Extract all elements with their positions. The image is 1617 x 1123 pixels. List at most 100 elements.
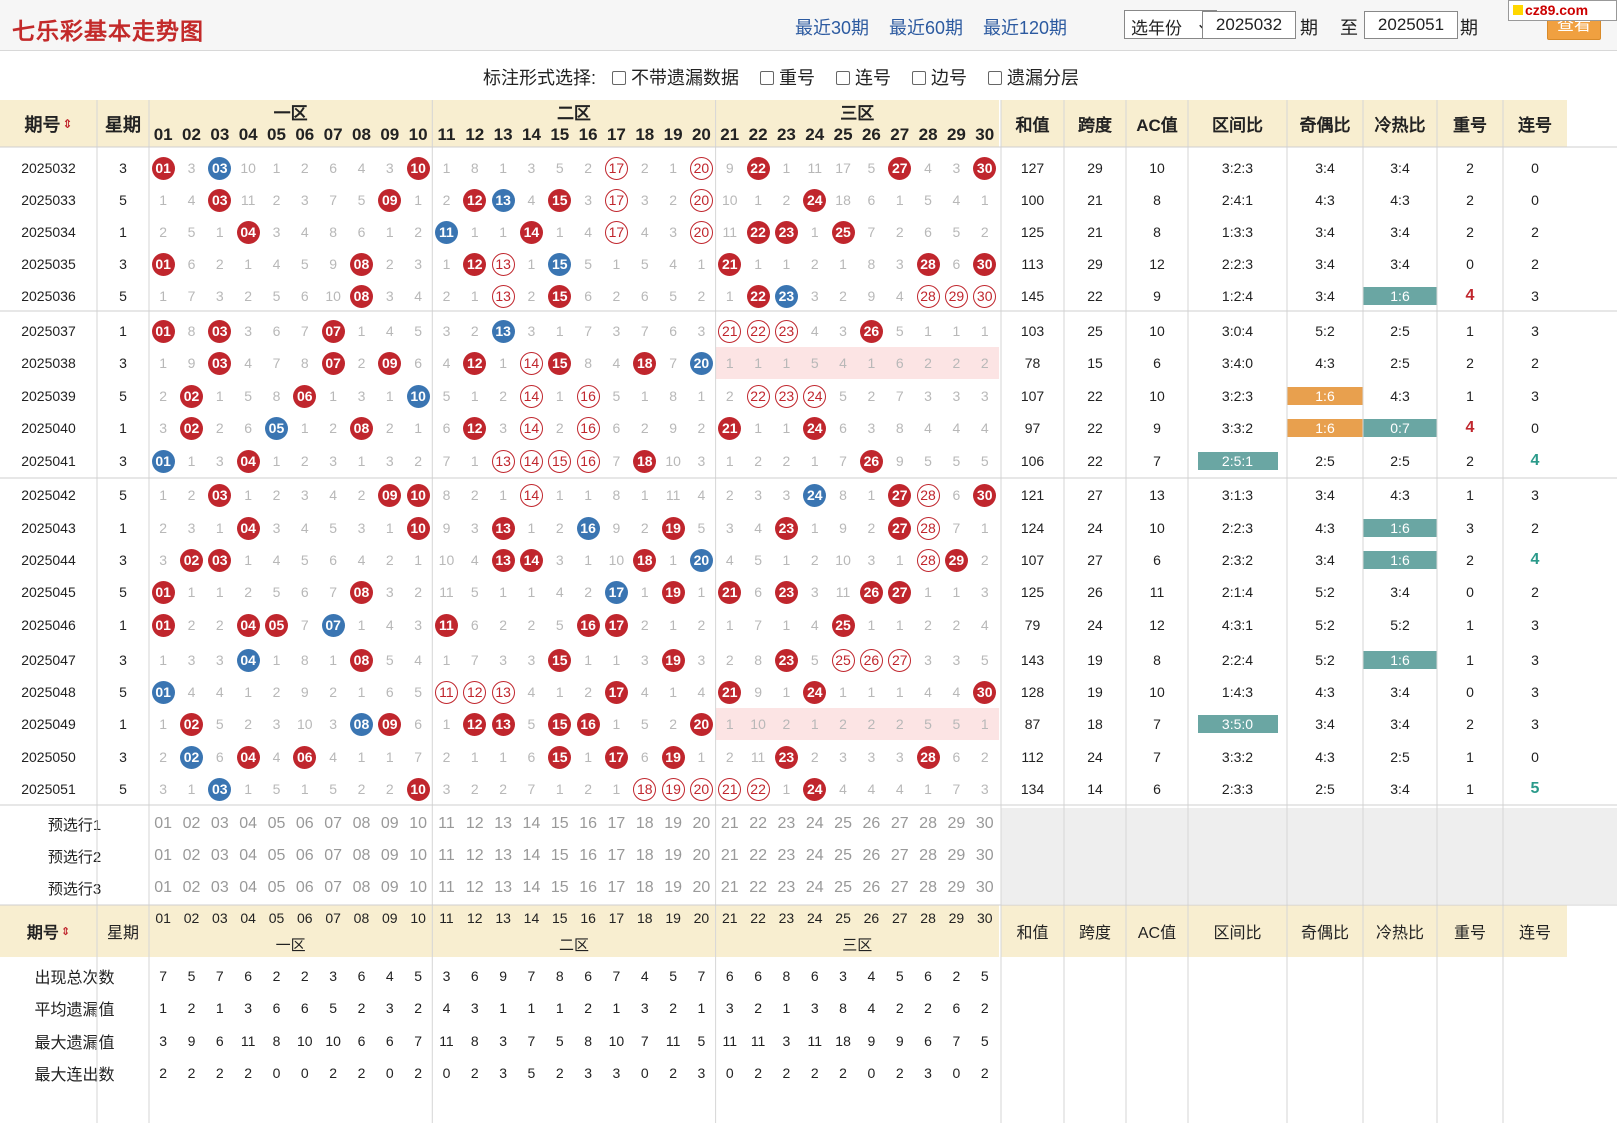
preselect-number[interactable]: 14 xyxy=(522,847,541,864)
preselect-number[interactable]: 24 xyxy=(805,847,824,864)
preselect-number[interactable]: 16 xyxy=(579,879,597,896)
preselect-number[interactable]: 06 xyxy=(295,815,314,832)
recent-60-link[interactable]: 最近60期 xyxy=(889,18,964,38)
preselect-number[interactable]: 22 xyxy=(749,847,767,864)
preselect-number[interactable]: 25 xyxy=(834,879,852,896)
preselect-number[interactable]: 29 xyxy=(947,847,966,864)
preselect-number[interactable]: 01 xyxy=(154,879,173,896)
preselect-number[interactable]: 23 xyxy=(777,847,796,864)
preselect-number[interactable]: 13 xyxy=(494,879,513,896)
preselect-number[interactable]: 14 xyxy=(522,815,541,832)
checkbox-no-miss[interactable]: 不带遗漏数据 xyxy=(612,64,739,90)
preselect-number[interactable]: 22 xyxy=(749,815,767,832)
preselect-number[interactable]: 15 xyxy=(550,879,569,896)
preselect-number[interactable]: 16 xyxy=(579,847,597,864)
checkbox-icon[interactable] xyxy=(612,71,626,85)
preselect-number[interactable]: 05 xyxy=(267,847,286,864)
preselect-number[interactable]: 18 xyxy=(635,815,654,832)
checkbox-edge[interactable]: 边号 xyxy=(912,64,967,90)
preselect-number[interactable]: 08 xyxy=(352,815,371,832)
preselect-number[interactable]: 17 xyxy=(607,815,626,832)
preselect-number[interactable]: 01 xyxy=(154,815,173,832)
preselect-number[interactable]: 26 xyxy=(862,847,881,864)
preselect-number[interactable]: 29 xyxy=(947,815,966,832)
preselect-number[interactable]: 06 xyxy=(295,879,314,896)
year-select[interactable]: 选年份⌄ xyxy=(1124,10,1217,39)
preselect-number[interactable]: 02 xyxy=(182,847,201,864)
preselect-number[interactable]: 05 xyxy=(267,815,286,832)
preselect-number[interactable]: 09 xyxy=(380,847,399,864)
preselect-number[interactable]: 12 xyxy=(465,815,484,832)
preselect-number[interactable]: 11 xyxy=(438,847,455,864)
preselect-number[interactable]: 15 xyxy=(550,847,569,864)
checkbox-repeat[interactable]: 重号 xyxy=(760,64,815,90)
checkbox-icon[interactable] xyxy=(760,71,774,85)
recent-30-link[interactable]: 最近30期 xyxy=(795,18,870,38)
checkbox-consecutive[interactable]: 连号 xyxy=(836,64,891,90)
preselect-number[interactable]: 13 xyxy=(494,847,513,864)
preselect-number[interactable]: 02 xyxy=(182,879,201,896)
preselect-number[interactable]: 27 xyxy=(890,879,909,896)
preselect-number[interactable]: 11 xyxy=(438,815,455,832)
preselect-number[interactable]: 07 xyxy=(324,847,343,864)
preselect-number[interactable]: 28 xyxy=(919,815,937,832)
sort-icon[interactable]: ⇕ xyxy=(60,925,71,938)
preselect-number[interactable]: 09 xyxy=(380,815,399,832)
preselect-number[interactable]: 25 xyxy=(834,847,852,864)
preselect-number[interactable]: 03 xyxy=(210,847,229,864)
preselect-number[interactable]: 28 xyxy=(919,847,937,864)
preselect-number[interactable]: 16 xyxy=(579,815,597,832)
preselect-number[interactable]: 30 xyxy=(975,847,994,864)
preselect-number[interactable]: 08 xyxy=(352,879,371,896)
preselect-number[interactable]: 19 xyxy=(664,879,682,896)
preselect-number[interactable]: 27 xyxy=(890,847,909,864)
preselect-number[interactable]: 03 xyxy=(210,879,229,896)
preselect-number[interactable]: 28 xyxy=(919,879,937,896)
preselect-number[interactable]: 26 xyxy=(862,879,881,896)
preselect-number[interactable]: 12 xyxy=(465,879,484,896)
preselect-number[interactable]: 21 xyxy=(720,847,739,864)
preselect-number[interactable]: 05 xyxy=(267,879,286,896)
preselect-number[interactable]: 07 xyxy=(324,815,343,832)
sort-icon[interactable]: ⇕ xyxy=(62,116,73,131)
preselect-number[interactable]: 30 xyxy=(975,815,994,832)
preselect-number[interactable]: 10 xyxy=(409,879,428,896)
preselect-number[interactable]: 20 xyxy=(692,847,711,864)
preselect-number[interactable]: 19 xyxy=(664,847,682,864)
preselect-number[interactable]: 20 xyxy=(692,815,711,832)
recent-120-link[interactable]: 最近120期 xyxy=(983,18,1068,38)
preselect-number[interactable]: 20 xyxy=(692,879,711,896)
preselect-number[interactable]: 15 xyxy=(550,815,569,832)
preselect-number[interactable]: 18 xyxy=(635,879,654,896)
from-period-input[interactable]: 2025032 xyxy=(1202,11,1296,39)
preselect-number[interactable]: 23 xyxy=(777,815,796,832)
preselect-number[interactable]: 14 xyxy=(522,879,541,896)
preselect-number[interactable]: 04 xyxy=(239,879,258,896)
checkbox-icon[interactable] xyxy=(988,71,1002,85)
preselect-number[interactable]: 19 xyxy=(664,815,682,832)
preselect-number[interactable]: 08 xyxy=(352,847,371,864)
preselect-number[interactable]: 26 xyxy=(862,815,881,832)
preselect-number[interactable]: 07 xyxy=(324,879,343,896)
checkbox-icon[interactable] xyxy=(912,71,926,85)
footer-header-period[interactable]: 期号 ⇕ xyxy=(0,905,97,957)
preselect-number[interactable]: 18 xyxy=(635,847,654,864)
preselect-number[interactable]: 29 xyxy=(947,879,966,896)
preselect-number[interactable]: 10 xyxy=(409,815,428,832)
preselect-number[interactable]: 21 xyxy=(720,879,739,896)
preselect-number[interactable]: 22 xyxy=(749,879,767,896)
preselect-number[interactable]: 04 xyxy=(239,815,258,832)
checkbox-icon[interactable] xyxy=(836,71,850,85)
preselect-number[interactable]: 02 xyxy=(182,815,201,832)
preselect-number[interactable]: 03 xyxy=(210,815,229,832)
preselect-number[interactable]: 24 xyxy=(805,815,824,832)
preselect-number[interactable]: 27 xyxy=(890,815,909,832)
preselect-number[interactable]: 06 xyxy=(295,847,314,864)
preselect-number[interactable]: 12 xyxy=(465,847,484,864)
preselect-number[interactable]: 01 xyxy=(154,847,173,864)
preselect-number[interactable]: 30 xyxy=(975,879,994,896)
preselect-number[interactable]: 25 xyxy=(834,815,852,832)
checkbox-miss-layer[interactable]: 遗漏分层 xyxy=(988,64,1079,90)
to-period-input[interactable]: 2025051 xyxy=(1364,11,1458,39)
preselect-number[interactable]: 17 xyxy=(607,847,626,864)
